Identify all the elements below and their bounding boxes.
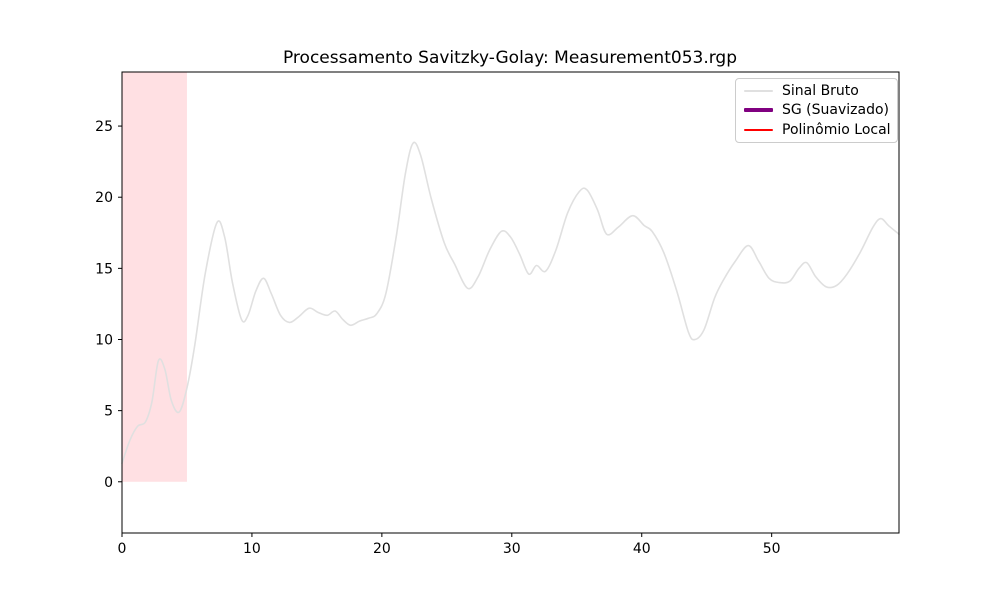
legend-line-swatch <box>744 90 773 93</box>
legend-label: Sinal Bruto <box>782 83 859 100</box>
legend-line-swatch <box>744 128 773 131</box>
x-tick-label: 30 <box>503 541 521 557</box>
y-tick-label: 0 <box>104 475 113 491</box>
legend-item: Polinômio Local <box>744 121 891 138</box>
plot-content: 0 10 20 30 40 50 0 5 10 15 20 25 <box>95 71 900 557</box>
y-tick-label: 20 <box>95 190 113 206</box>
chart-title: Processamento Savitzky-Golay: Measuremen… <box>283 48 737 68</box>
x-tick-label: 20 <box>373 541 391 557</box>
series-line-sinal-bruto <box>121 141 900 465</box>
x-tick-label: 40 <box>633 541 651 557</box>
legend-item: Sinal Bruto <box>744 83 889 99</box>
highlight-region <box>122 72 187 482</box>
legend: Sinal Bruto SG (Suavizado) Polinômio Local <box>735 78 898 143</box>
legend-line-swatch <box>744 108 773 113</box>
y-tick-label: 5 <box>104 404 113 420</box>
y-tick-label: 15 <box>95 261 113 277</box>
legend-label: Polinômio Local <box>782 121 891 138</box>
y-tick-label: 25 <box>95 119 113 135</box>
x-tick-label: 0 <box>118 541 127 557</box>
legend-item: SG (Suavizado) <box>744 102 889 118</box>
x-tick-label: 10 <box>243 541 261 557</box>
x-tick-label: 50 <box>763 541 781 557</box>
axes-spines <box>121 71 900 534</box>
legend-label: SG (Suavizado) <box>782 102 890 119</box>
y-tick-label: 10 <box>95 332 113 348</box>
